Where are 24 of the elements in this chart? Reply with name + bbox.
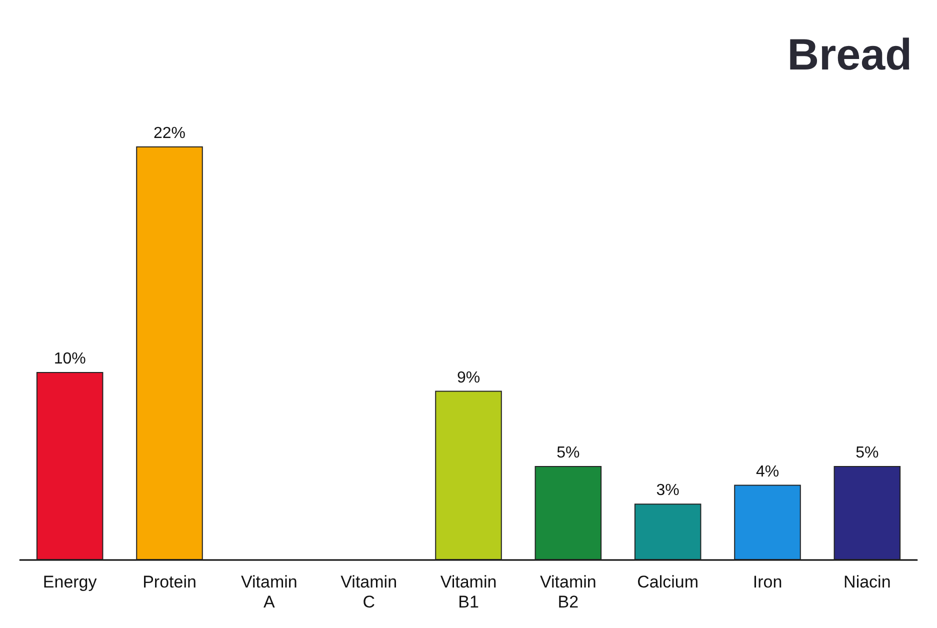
data-label: 5%: [856, 444, 879, 462]
x-tick-label: Vitamin B1: [440, 572, 497, 612]
bar: [435, 390, 502, 560]
x-tick-label: Protein: [142, 572, 196, 592]
x-tick-label: Vitamin A: [240, 572, 298, 612]
data-label: 3%: [656, 482, 680, 500]
x-tick-label: Niacin: [844, 572, 891, 592]
x-tick-label: Iron: [752, 572, 782, 592]
bar: [634, 504, 702, 560]
x-tick-label: Vitamin B2: [540, 572, 596, 612]
bar: [534, 466, 602, 560]
data-label: 9%: [456, 369, 480, 386]
bar: [734, 484, 801, 560]
chart-title: Bread: [787, 30, 912, 80]
bar: [36, 372, 104, 560]
x-tick-label: Energy: [42, 572, 98, 592]
x-tick-label: Calcium: [637, 572, 699, 592]
data-label: 22%: [153, 124, 186, 142]
data-label: 4%: [756, 463, 780, 480]
bar: [136, 146, 203, 560]
x-tick-label: Vitamin C: [340, 572, 398, 612]
data-label: 10%: [54, 350, 86, 368]
data-label: 5%: [556, 444, 580, 462]
bar: [834, 466, 901, 560]
